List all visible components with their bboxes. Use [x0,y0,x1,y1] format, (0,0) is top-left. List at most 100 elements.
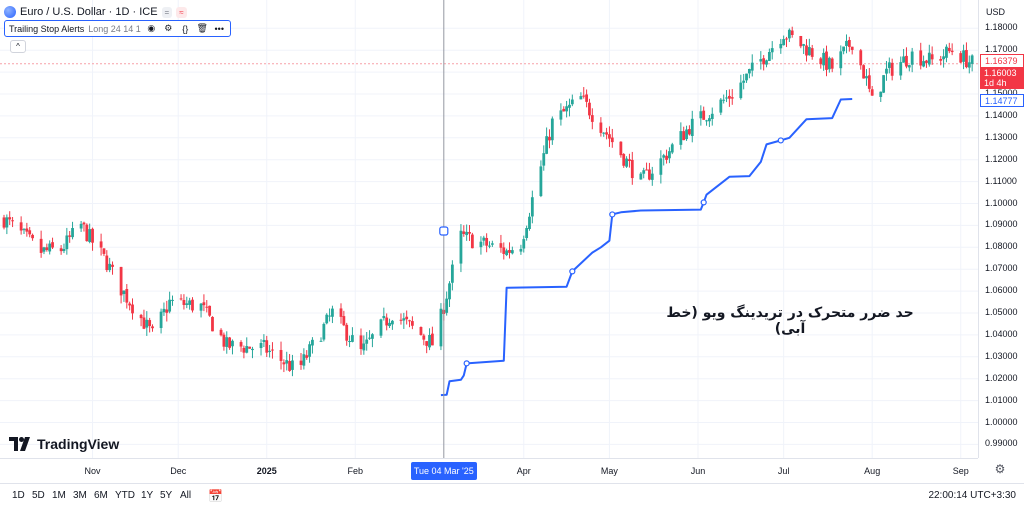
candle [867,68,871,93]
candle [610,128,614,148]
time-axis[interactable]: Nov Dec 2025 Feb Apr May Jun Jul Aug Sep Tue 04 M… [0,458,978,483]
eye-icon[interactable]: ◉ [147,23,156,33]
range-button-1y[interactable]: 1Y [141,490,154,501]
candle [508,242,511,259]
candle [850,46,854,55]
range-button-5y[interactable]: 5Y [160,490,173,501]
gear-icon[interactable]: ⚙ [164,23,173,33]
candle [799,35,803,49]
candle [965,42,968,69]
candle [325,313,329,325]
gear-icon[interactable]: ⚙ [994,462,1006,476]
price-tick-label: 1.14000 [985,109,1018,120]
currency-label[interactable]: USD [986,7,1006,17]
calendar-icon[interactable]: 📅 [208,489,223,503]
candle [405,310,409,325]
candle [439,303,443,351]
price-scale[interactable]: USD 1.180001.170001.160001.150001.140001… [978,0,1024,458]
candle [142,309,146,330]
candle [148,317,152,333]
symbol-title[interactable]: Euro / U.S. Dollar · 1D · ICE [20,6,158,18]
candle [619,141,623,158]
candle [162,302,166,316]
candle [939,55,943,66]
candle [145,311,149,336]
candle [747,68,751,79]
trailing-stop-line [440,98,853,397]
candle [371,333,374,348]
range-button-all[interactable]: All [180,490,192,501]
candle [251,346,254,359]
range-button-3m[interactable]: 3M [73,490,87,501]
candle [259,339,263,356]
candle [790,26,794,38]
trash-icon[interactable]: 🗑 [196,23,208,33]
candle [105,250,109,273]
candle [599,117,603,137]
range-button-6m[interactable]: 6M [94,490,108,501]
time-tick-label: Sep [952,466,969,476]
candle [430,326,434,346]
candle [202,294,206,312]
candle [339,303,343,324]
price-tick-label: 1.01000 [985,394,1018,405]
candle [205,300,209,313]
candle [830,57,834,73]
indicator-legend[interactable]: Trailing Stop Alerts Long 24 14 1 ◉ ⚙ {}… [4,20,231,37]
chart-pane[interactable]: Euro / U.S. Dollar · 1D · ICE = ≈ Traili… [0,0,978,458]
candle [562,106,566,112]
candle [870,85,874,96]
candle [525,225,529,241]
candle [679,122,683,150]
bar-countdown: 1d 4h [984,78,1007,88]
candle [45,243,49,252]
range-button-1d[interactable]: 1D [12,490,25,501]
candle [308,341,311,363]
candle [899,56,903,80]
candle [479,236,483,255]
collapse-legend-button[interactable]: ^ [10,40,26,53]
candle [585,89,588,108]
candle [628,153,631,168]
range-button-1m[interactable]: 1M [52,490,66,501]
candle [579,92,583,100]
candle [328,308,331,322]
candle [102,248,106,257]
price-tick-label: 1.15000 [985,88,1018,98]
candle [185,296,189,309]
candle [490,240,494,247]
candle [99,233,103,256]
candle [559,103,563,126]
trailing-stop-marker [777,137,784,144]
candle [528,212,531,231]
candle [925,59,928,68]
candle [959,51,963,64]
candle [410,316,414,330]
candle [950,43,954,56]
candle [648,162,651,181]
candle [8,211,12,225]
candle [131,298,134,320]
symbol-legend[interactable]: Euro / U.S. Dollar · 1D · ICE = ≈ [4,4,187,20]
indicator-name[interactable]: Trailing Stop Alerts [9,23,85,34]
price-tick-label: 1.10000 [985,197,1018,208]
candle [65,227,69,255]
candle [25,222,29,237]
tradingview-logo-text: TradingView [37,436,120,452]
candle [930,46,934,65]
candle [682,126,686,141]
more-icon[interactable]: ••• [214,23,224,34]
range-button-5d[interactable]: 5D [32,490,45,501]
range-button-ytd[interactable]: YTD [115,490,135,501]
code-braces-icon[interactable]: {} [182,23,189,34]
time-tick-label: Feb [347,466,364,476]
candle [702,106,706,120]
candle [331,305,334,324]
crosshair-handle [439,226,449,236]
clock[interactable]: 22:00:14 UTC+3:30 [928,490,1016,501]
euro-flag-icon [4,6,16,18]
trailing-stop-price-tag: 1.14777 [980,94,1024,107]
price-chart[interactable] [0,0,978,458]
candle [759,51,763,70]
candle [847,36,851,52]
